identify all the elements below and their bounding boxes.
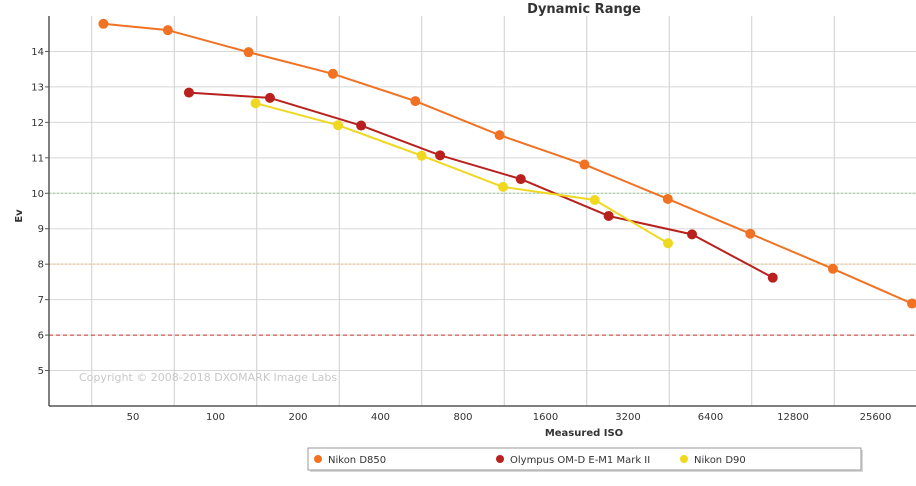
y-tick-label: 9 [38,224,44,235]
legend-box [307,447,862,471]
reference-lines [49,192,916,336]
series-0 [98,18,916,309]
data-point [416,150,427,161]
data-point [410,96,421,107]
legend-label: Nikon D850 [328,455,386,466]
legend-marker [314,455,322,463]
data-point [356,120,367,131]
y-tick-labels: 5 6 7 8 9 10 11 12 13 14 [31,47,49,377]
y-tick-label: 8 [38,260,44,271]
data-point [162,25,173,36]
y-tick-label: 11 [31,153,44,164]
data-point [250,98,261,109]
x-tick-label: 6400 [698,412,723,423]
y-tick-label: 12 [31,118,44,129]
data-point [745,228,756,239]
y-tick-label: 13 [31,82,44,93]
series-line [255,102,669,245]
y-tick-label: 5 [38,366,44,377]
series-2 [250,98,674,249]
data-point [687,229,698,240]
legend-marker [680,455,688,463]
series-layer [98,18,916,309]
x-tick-label: 50 [127,412,140,423]
series-1 [183,87,778,283]
data-point [907,298,916,309]
data-point [264,92,275,103]
y-tick-label: 14 [31,47,44,58]
x-tick-label: 100 [206,412,225,423]
y-tick-label: 7 [38,295,44,306]
legend: Nikon D850 Olympus OM-D E-M1 Mark II Nikon… [307,447,863,472]
x-tick-label: 200 [288,412,307,423]
legend-label: Nikon D90 [694,455,746,466]
data-point [183,87,194,98]
data-point [498,181,509,192]
data-point [494,130,505,141]
data-point [767,272,778,283]
data-point [827,263,838,274]
data-point [603,210,614,221]
data-point [589,195,600,206]
chart-title: Dynamic Range [527,2,641,17]
x-tick-label: 800 [453,412,472,423]
data-point [663,238,674,249]
x-tick-label: 1600 [533,412,558,423]
y-axis-label: Ev [14,209,25,223]
x-tick-label: 12800 [777,412,809,423]
x-tick-labels: 50 100 200 400 800 1600 3200 6400 12800 25600 [127,412,892,423]
data-point [435,150,446,161]
x-tick-label: 25600 [860,412,892,423]
series-line [103,22,913,305]
data-point [98,18,109,29]
legend-label: Olympus OM-D E-M1 Mark II [510,455,650,466]
legend-marker [496,455,504,463]
data-point [327,68,338,79]
data-point [515,174,526,185]
y-tick-label: 10 [31,189,44,200]
copyright-watermark: Copyright © 2008-2018 DXOMARK Image Labs [79,371,337,384]
data-point [579,159,590,170]
data-point [662,193,673,204]
x-axis-label: Measured ISO [545,428,623,439]
axes [48,16,916,407]
x-tick-label: 400 [371,412,390,423]
data-point [333,120,344,131]
grid [49,16,916,406]
series-line [188,91,774,279]
y-tick-label: 6 [38,331,44,342]
x-tick-label: 3200 [615,412,640,423]
data-point [243,47,254,58]
